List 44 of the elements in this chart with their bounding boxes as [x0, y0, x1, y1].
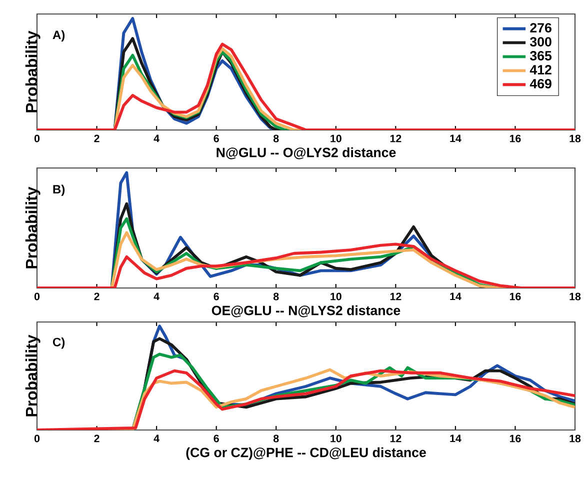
legend-label: 300	[530, 37, 552, 47]
x-tick-label: 18	[570, 434, 581, 442]
x-tick-label: 12	[390, 134, 402, 142]
x-tick-label: 10	[330, 434, 342, 442]
x-axis-title: (CG or CZ)@PHE -- CD@LEU distance	[186, 447, 426, 460]
x-tick-label: 6	[214, 134, 219, 142]
x-tick-label: 10	[330, 292, 342, 300]
annotation: B)	[53, 184, 65, 196]
x-tick-label: 16	[510, 292, 521, 300]
x-tick-label: 18	[570, 134, 581, 142]
x-tick-label: 0	[34, 434, 40, 442]
x-tick-label: 16	[510, 134, 521, 142]
legend-label: 412	[530, 65, 552, 74]
y-axis-title: Probability	[25, 334, 40, 416]
x-tick-label: 6	[214, 292, 219, 300]
x-tick-label: 2	[94, 134, 100, 142]
x-tick-label: 12	[390, 292, 402, 300]
legend-label: 469	[530, 78, 552, 88]
x-tick-label: 2	[94, 434, 100, 442]
legend-label: 365	[530, 51, 552, 60]
x-tick-label: 14	[450, 134, 462, 142]
annotation: C)	[52, 338, 65, 349]
x-axis-title: OE@GLU -- N@LYS2 distance	[212, 305, 400, 318]
x-tick-label: 8	[273, 292, 279, 300]
legend-label: 276	[530, 23, 552, 33]
x-tick-label: 14	[450, 292, 462, 300]
x-axis-title: N@GLU -- O@LYS2 distance	[216, 147, 396, 160]
x-tick-label: 8	[273, 134, 279, 142]
x-tick-label: 16	[510, 434, 521, 442]
x-tick-label: 18	[570, 292, 581, 300]
x-tick-label: 0	[34, 292, 40, 300]
x-tick-label: 8	[273, 434, 279, 442]
x-tick-label: 4	[154, 434, 160, 442]
x-tick-label: 2	[94, 292, 100, 300]
y-axis-title: Probability	[25, 186, 40, 268]
annotation: A)	[52, 30, 65, 42]
x-tick-label: 4	[154, 134, 160, 142]
x-tick-label: 4	[154, 292, 160, 300]
y-axis-title: Probability	[25, 30, 40, 112]
x-tick-label: 0	[34, 134, 40, 142]
x-tick-label: 14	[450, 434, 462, 442]
x-tick-label: 6	[214, 434, 219, 442]
x-tick-label: 10	[330, 134, 342, 142]
x-tick-label: 12	[390, 434, 402, 442]
